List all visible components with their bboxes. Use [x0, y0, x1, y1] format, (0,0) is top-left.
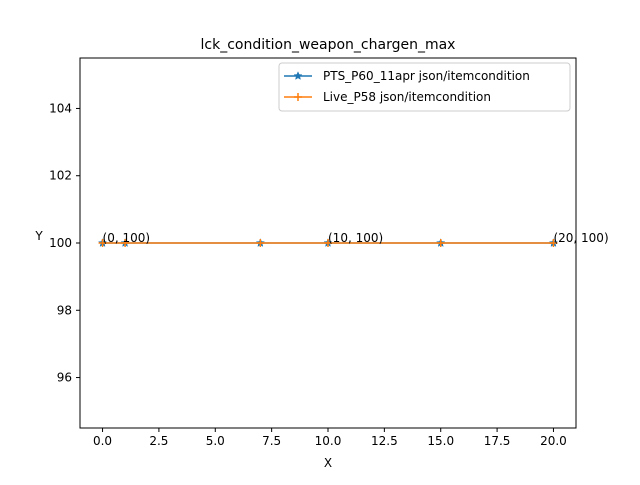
- data-point: [436, 239, 445, 247]
- legend-marker: [294, 93, 302, 101]
- series-2: [98, 239, 558, 247]
- x-axis-label: X: [324, 456, 332, 470]
- legend-entry: Live_P58 json/itemcondition: [284, 90, 491, 104]
- chart-title: lck_condition_weapon_chargen_max: [201, 37, 456, 53]
- annotation-layer: (0, 100) (10, 100) (20, 100): [103, 231, 609, 245]
- x-tick-label: 10.0: [315, 434, 342, 448]
- data-point: [256, 239, 265, 247]
- point-annotation: (10, 100): [328, 231, 383, 245]
- point-annotation: (20, 100): [553, 231, 608, 245]
- legend-label: Live_P58 json/itemcondition: [323, 90, 491, 104]
- y-tick-label: 102: [49, 169, 72, 183]
- data-point: [121, 239, 130, 247]
- legend: PTS_P60_11apr json/itemcondition Live_P58…: [278, 62, 571, 112]
- series-layer: [97, 238, 559, 247]
- legend-marker: [293, 71, 303, 80]
- y-axis-ticks: 96 98 100 102 104: [49, 101, 80, 385]
- data-point: [98, 239, 107, 247]
- x-tick-label: 0.0: [93, 434, 112, 448]
- y-tick-label: 100: [49, 236, 72, 250]
- x-tick-label: 5.0: [206, 434, 225, 448]
- x-tick-label: 7.5: [262, 434, 281, 448]
- data-point: [549, 239, 558, 247]
- x-axis-ticks: 0.0 2.5 5.0 7.5 10.0 12.5 15.0 17.5 20.0: [93, 428, 567, 448]
- x-tick-label: 15.0: [427, 434, 454, 448]
- legend-box: [278, 62, 571, 112]
- y-tick-label: 96: [57, 371, 72, 385]
- legend-entry: PTS_P60_11apr json/itemcondition: [284, 69, 530, 83]
- point-annotation: (0, 100): [103, 231, 151, 245]
- x-tick-label: 20.0: [540, 434, 567, 448]
- x-tick-label: 2.5: [149, 434, 168, 448]
- x-tick-label: 12.5: [371, 434, 398, 448]
- legend-label: PTS_P60_11apr json/itemcondition: [323, 69, 530, 83]
- y-tick-label: 98: [57, 303, 72, 317]
- y-axis-label: Y: [34, 229, 43, 243]
- legend-items: PTS_P60_11apr json/itemcondition Live_P58…: [284, 69, 530, 104]
- data-point: [324, 239, 332, 247]
- x-tick-label: 17.5: [484, 434, 511, 448]
- y-tick-label: 104: [49, 101, 72, 115]
